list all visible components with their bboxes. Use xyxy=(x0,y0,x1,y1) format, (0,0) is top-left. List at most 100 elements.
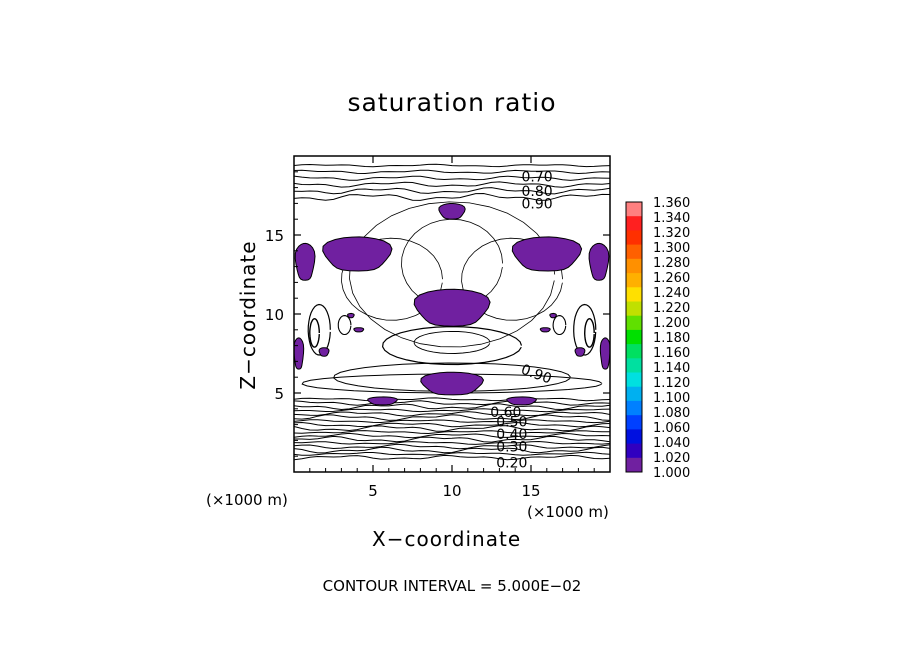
saturated-region xyxy=(420,371,485,396)
contour-lines xyxy=(294,163,610,461)
saturated-region xyxy=(294,337,305,370)
colorbar-swatch xyxy=(626,230,642,246)
colorbar-swatch xyxy=(626,415,642,430)
contour-value-label: 0.20 xyxy=(496,456,527,472)
colorbar-swatch xyxy=(626,273,642,288)
colorbar-label: 1.180 xyxy=(653,331,690,346)
contour-line xyxy=(294,181,610,188)
saturated-region xyxy=(347,312,355,319)
contour-loop xyxy=(583,317,595,348)
contour-loop xyxy=(341,237,443,321)
colorbar-label: 1.220 xyxy=(653,301,690,316)
contour-value-label: 0.90 xyxy=(519,362,554,388)
contour-line xyxy=(294,440,610,445)
colorbar-swatch xyxy=(626,287,642,302)
saturated-regions xyxy=(294,203,610,406)
y-tick-label: 5 xyxy=(274,385,284,403)
contour-value-label: 0.90 xyxy=(522,196,553,212)
contour-interval-note: CONTOUR INTERVAL = 5.000E−02 xyxy=(322,577,582,595)
colorbar-swatch xyxy=(626,301,642,317)
x-axis-unit-right: (×1000 m) xyxy=(527,503,609,521)
saturated-region xyxy=(367,396,399,406)
colorbar-swatch xyxy=(626,329,642,345)
contour-loop xyxy=(381,325,523,366)
saturated-region xyxy=(318,347,330,357)
contour-loop xyxy=(337,315,352,336)
saturated-region xyxy=(413,288,491,327)
colorbar-swatch xyxy=(626,244,642,260)
colorbar-label: 1.020 xyxy=(653,451,690,466)
colorbar-swatch xyxy=(626,202,642,217)
contour-line xyxy=(294,443,610,450)
colorbar-label: 1.360 xyxy=(653,196,690,211)
contour-line xyxy=(294,397,610,402)
contour-value-label: 0.50 xyxy=(496,414,527,430)
colorbar-frame xyxy=(625,201,643,473)
y-tick-label: 15 xyxy=(265,227,284,245)
contour-value-label: 0.80 xyxy=(522,184,553,200)
colorbar-label: 1.240 xyxy=(653,286,690,301)
x-tick-label: 5 xyxy=(368,482,378,500)
contour-labels: 0.700.800.900.600.500.400.300.200.90 xyxy=(490,170,553,472)
contour-line xyxy=(294,187,610,195)
contour-line xyxy=(294,451,610,456)
x-axis-label: X−coordinate xyxy=(372,527,522,551)
contour-line xyxy=(294,432,610,439)
contour-line xyxy=(294,175,610,181)
contour-line xyxy=(294,169,610,175)
colorbar-label: 1.280 xyxy=(653,256,690,271)
contour-loop xyxy=(573,303,597,356)
colorbar-label: 1.320 xyxy=(653,226,690,241)
colorbar-label: 1.340 xyxy=(653,211,690,226)
contour-line xyxy=(294,430,610,435)
saturated-region xyxy=(322,236,393,272)
x-axis-unit-left: (×1000 m) xyxy=(206,491,288,509)
contour-loop xyxy=(309,317,320,348)
colorbar-label: 1.300 xyxy=(653,241,690,256)
contour-line xyxy=(294,454,610,461)
saturated-region xyxy=(599,337,610,370)
contour-value-label: 0.70 xyxy=(522,170,553,186)
contour-line xyxy=(294,408,610,413)
colorbar-label: 1.000 xyxy=(653,466,690,481)
saturated-region xyxy=(438,203,466,220)
colorbar-swatch xyxy=(626,372,642,388)
colorbar-label: 1.080 xyxy=(653,406,690,421)
contour-loop xyxy=(413,330,491,354)
contour-line xyxy=(294,403,610,411)
saturated-region xyxy=(294,242,316,281)
x-tick-label: 10 xyxy=(442,482,461,500)
saturated-region xyxy=(506,396,538,406)
colorbar-swatch xyxy=(626,429,642,445)
colorbar: 1.3601.3401.3201.3001.2801.2601.2401.220… xyxy=(625,196,690,481)
colorbar-swatch xyxy=(626,344,642,359)
saturated-region xyxy=(588,242,610,281)
colorbar-swatch xyxy=(626,315,642,331)
contour-line xyxy=(294,400,610,406)
saturated-region xyxy=(511,236,583,272)
x-tick-label: 15 xyxy=(521,482,540,500)
colorbar-swatch xyxy=(626,386,642,402)
contour-value-label: 0.60 xyxy=(490,405,521,421)
contour-line xyxy=(294,425,610,432)
colorbar-swatch xyxy=(626,216,642,231)
contour-line xyxy=(294,421,610,428)
colorbar-label: 1.120 xyxy=(653,376,690,391)
colorbar-swatch xyxy=(626,443,642,459)
saturated-region xyxy=(574,347,586,357)
contour-loop xyxy=(333,362,571,392)
contour-line xyxy=(294,192,610,201)
colorbar-label: 1.060 xyxy=(653,421,690,436)
colorbar-label: 1.160 xyxy=(653,346,690,361)
colorbar-swatch xyxy=(626,258,642,274)
chart-title: saturation ratio xyxy=(347,88,557,117)
colorbar-swatch xyxy=(626,400,642,416)
contour-value-label: 0.40 xyxy=(496,427,527,443)
contour-line xyxy=(294,414,610,421)
contour-line xyxy=(294,435,610,443)
saturated-region xyxy=(549,312,557,319)
contour-loop xyxy=(349,201,556,348)
colorbar-label: 1.100 xyxy=(653,391,690,406)
colorbar-swatch xyxy=(626,358,642,373)
